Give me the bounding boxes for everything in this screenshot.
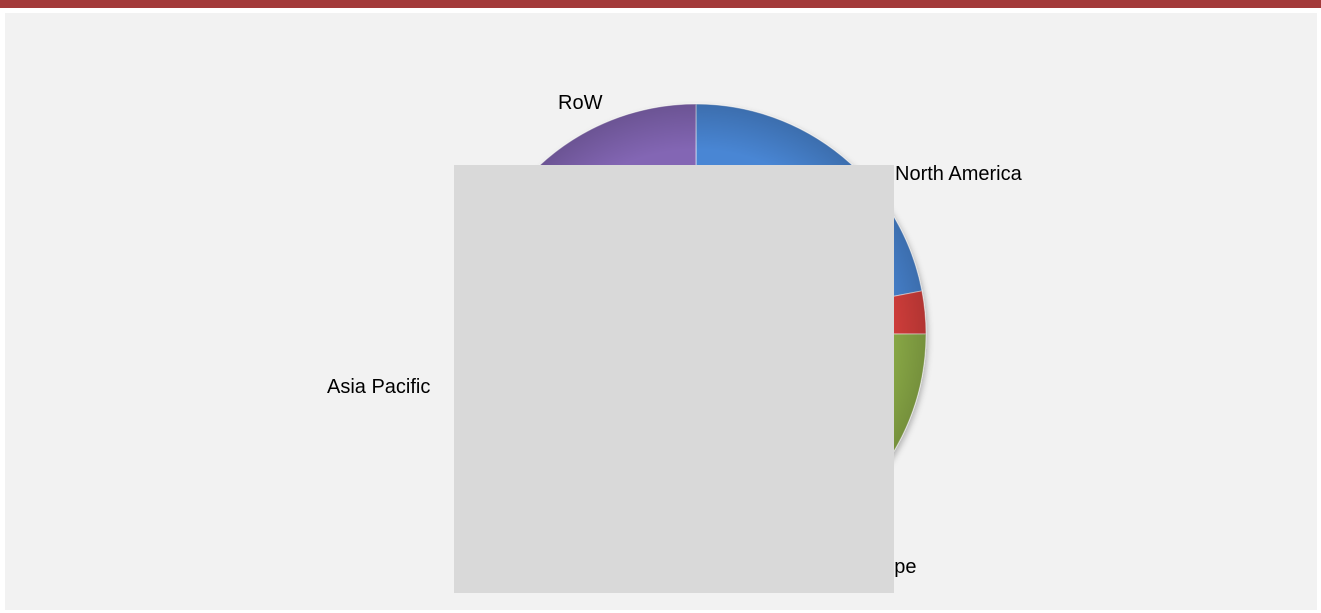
slice-label-asia-pacific: Asia Pacific <box>327 376 430 398</box>
slice-label-north-america: North America <box>895 163 1023 185</box>
gray-occluding-box <box>454 165 894 593</box>
header-accent-bar <box>0 0 1321 8</box>
slice-label-row: RoW <box>558 92 603 114</box>
